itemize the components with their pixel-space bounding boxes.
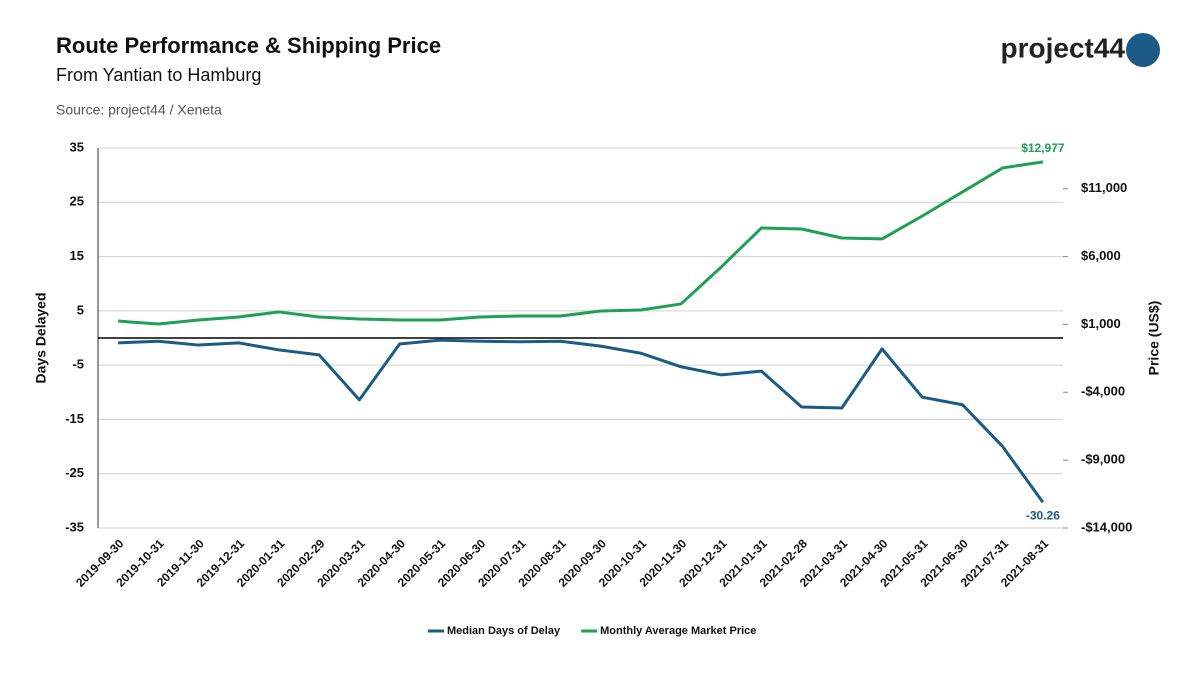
y-tick-label: -5 <box>72 357 84 372</box>
legend-label: Median Days of Delay <box>447 625 561 637</box>
y-tick-label: 5 <box>77 302 84 317</box>
chart-title: Route Performance & Shipping Price <box>56 33 441 58</box>
source: Source: project44 / Xeneta <box>56 102 222 118</box>
y-axis-label: Days Delayed <box>33 292 49 383</box>
y2-tick-label: -$9,000 <box>1081 452 1125 467</box>
y-tick-label: -25 <box>65 465 84 480</box>
series-line <box>117 160 1044 326</box>
y2-tick-label: $11,000 <box>1081 180 1127 195</box>
y-tick-label: -15 <box>65 411 84 426</box>
y-tick-label: 25 <box>70 194 84 209</box>
y-tick-label: 15 <box>70 248 84 263</box>
chart-subtitle: From Yantian to Hamburg <box>56 65 261 85</box>
series-line <box>118 338 1045 504</box>
y2-axis-label: Price (US$) <box>1146 301 1162 376</box>
data-label: $12,977 <box>1021 141 1065 155</box>
y-tick-label: -35 <box>65 519 84 534</box>
y2-tick-label: $6,000 <box>1081 248 1121 263</box>
y2-tick-label: -$14,000 <box>1081 519 1132 534</box>
legend-label: Monthly Average Market Price <box>600 625 756 637</box>
y-tick-label: 35 <box>70 139 84 154</box>
y2-tick-label: -$4,000 <box>1081 384 1125 399</box>
data-label: -30.26 <box>1026 508 1060 522</box>
logo-badge <box>1126 33 1160 67</box>
y2-tick-label: $1,000 <box>1081 316 1121 331</box>
logo: project44 <box>1001 32 1126 63</box>
